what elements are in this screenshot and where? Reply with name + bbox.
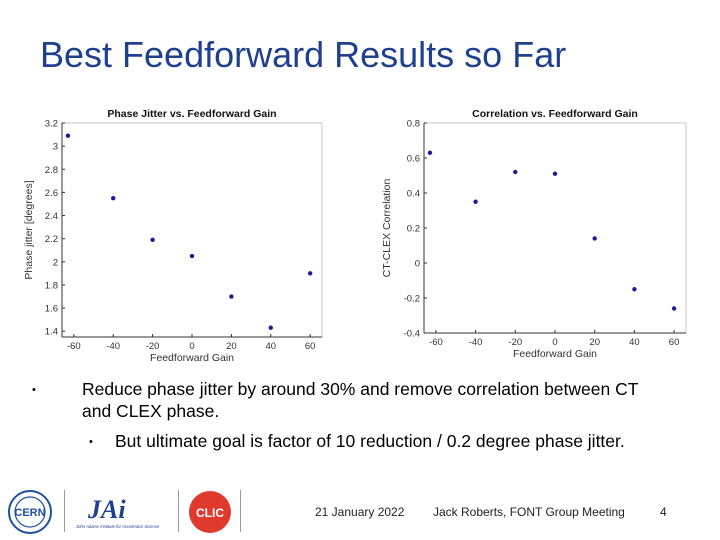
phase-jitter-x-label: Feedforward Gain [150, 352, 234, 364]
phase-jitter-x-tick-label: -40 [106, 341, 120, 352]
phase-jitter-data-point [307, 271, 313, 276]
footer-page-number: 4 [660, 505, 667, 519]
correlation-y-tick-label: 0.6 [407, 154, 420, 165]
phase-jitter-x-tick-label: 20 [226, 341, 237, 352]
correlation-data-point [671, 306, 677, 311]
phase-jitter-x-tick-label: 60 [305, 341, 316, 352]
phase-jitter-y-tick-label: 3.2 [45, 119, 58, 130]
clic-logo: CLIC [189, 491, 231, 533]
phase-jitter-data-point [268, 325, 273, 330]
correlation-data-point [513, 169, 518, 175]
correlation-data-point [592, 236, 597, 241]
phase-jitter-data-point [189, 253, 195, 259]
correlation-data-point [632, 287, 637, 292]
phase-jitter-y-label: Phase jitter [degrees] [23, 180, 35, 279]
footer-presenter: Jack Roberts, FONT Group Meeting [433, 505, 625, 519]
phase-jitter-y-tick-label: 2.6 [45, 188, 58, 199]
correlation-plot-frame [423, 122, 687, 334]
correlation-x-tick-label: -60 [429, 337, 443, 348]
correlation-y-tick-label: 0 [415, 259, 420, 270]
phase-jitter-chart: -60 -40 -20 0 20 40 60 1.4 1.6 1.8 2 2.2 2.4 2.6 2.8 3 3… [23, 108, 323, 364]
correlation-x-tick-label: 40 [629, 337, 640, 348]
phase-jitter-x-tick-label: -60 [67, 341, 81, 352]
correlation-x-label: Feedforward Gain [513, 348, 597, 360]
phase-jitter-title: Phase Jitter vs. Feedforward Gain [107, 108, 276, 120]
phase-jitter-y-tick-label: 2.2 [45, 234, 58, 245]
correlation-data-point [473, 199, 478, 204]
slide-title: Best Feedforward Results so Far [40, 34, 567, 75]
jai-logo: JAi John Adams Institute for Accelerator… [75, 495, 160, 529]
phase-jitter-y-tick-label: 1.8 [45, 280, 58, 291]
bullet-2: But ultimate goal is factor of 10 reduct… [115, 431, 625, 451]
correlation-chart: -60 -40 -20 0 20 40 60 -0.4 -0.2 0 0.2 0.4 0.6 0.8 Cor… [381, 108, 687, 360]
logo-divider-1 [64, 490, 65, 532]
phase-jitter-plot-frame [61, 122, 323, 338]
bullet-dot-2: • [89, 436, 93, 448]
phase-jitter-y-tick-label: 2 [53, 257, 58, 268]
correlation-x-tick-label: 60 [669, 337, 680, 348]
bullet-1: Reduce phase jitter by around 30% and re… [82, 379, 639, 421]
clic-logo-text: CLIC [196, 506, 224, 520]
correlation-x-tick-label: -40 [469, 337, 483, 348]
logo-divider-2 [178, 490, 179, 532]
correlation-y-tick-label: -0.4 [404, 329, 420, 340]
correlation-x-tick-label: 0 [552, 337, 557, 348]
phase-jitter-data-point [229, 294, 234, 299]
phase-jitter-y-tick-label: 2.4 [45, 211, 58, 222]
phase-jitter-y-tick-label: 1.6 [45, 304, 58, 315]
cern-logo-text: CERN [14, 507, 45, 519]
phase-jitter-x-tick-label: -20 [146, 341, 160, 352]
bullet-dot-1: • [32, 384, 36, 396]
correlation-y-label: CT-CLEX Correlation [381, 179, 393, 278]
correlation-x-tick-label: -20 [508, 337, 522, 348]
jai-logo-subtext: John Adams Institute for Accelerator Sci… [75, 524, 160, 529]
correlation-y-tick-label: 0.4 [407, 189, 420, 200]
correlation-y-tick-label: 0.8 [407, 119, 420, 130]
phase-jitter-data-point [65, 133, 71, 138]
correlation-data-point [427, 150, 433, 155]
phase-jitter-data-point [150, 237, 155, 243]
correlation-y-tick-label: 0.2 [407, 224, 420, 235]
logo-divider-3 [240, 490, 241, 532]
phase-jitter-y-tick-label: 2.8 [45, 165, 58, 176]
cern-logo: CERN [8, 490, 52, 534]
correlation-x-tick-label: 20 [589, 337, 600, 348]
correlation-y-tick-label: -0.2 [404, 294, 420, 305]
phase-jitter-x-tick-label: 0 [189, 341, 194, 352]
jai-logo-text: JAi [87, 495, 126, 524]
phase-jitter-y-tick-label: 1.4 [45, 327, 58, 338]
phase-jitter-x-tick-label: 40 [265, 341, 276, 352]
footer-date: 21 January 2022 [315, 505, 405, 519]
phase-jitter-data-point [111, 195, 116, 201]
phase-jitter-y-tick-label: 3 [53, 142, 58, 153]
correlation-data-point [552, 171, 558, 176]
correlation-title: Correlation vs. Feedforward Gain [472, 108, 638, 120]
